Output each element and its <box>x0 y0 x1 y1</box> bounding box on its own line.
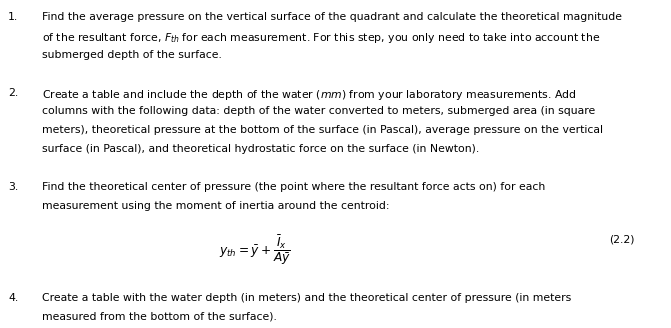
Text: $y_{th} = \bar{y} + \dfrac{\bar{I}_{x}}{A\bar{y}}$: $y_{th} = \bar{y} + \dfrac{\bar{I}_{x}}{… <box>219 234 291 267</box>
Text: columns with the following data: depth of the water converted to meters, submerg: columns with the following data: depth o… <box>42 107 595 116</box>
Text: (2.2): (2.2) <box>609 235 635 244</box>
Text: of the resultant force, $F_{th}$ for each measurement. For this step, you only n: of the resultant force, $F_{th}$ for eac… <box>42 31 601 45</box>
Text: Find the theoretical center of pressure (the point where the resultant force act: Find the theoretical center of pressure … <box>42 182 546 192</box>
Text: 2.: 2. <box>8 88 18 98</box>
Text: submerged depth of the surface.: submerged depth of the surface. <box>42 50 222 59</box>
Text: 4.: 4. <box>8 293 18 303</box>
Text: Find the average pressure on the vertical surface of the quadrant and calculate : Find the average pressure on the vertica… <box>42 12 622 22</box>
Text: surface (in Pascal), and theoretical hydrostatic force on the surface (in Newton: surface (in Pascal), and theoretical hyd… <box>42 144 479 154</box>
Text: measured from the bottom of the surface).: measured from the bottom of the surface)… <box>42 312 277 321</box>
Text: measurement using the moment of inertia around the centroid:: measurement using the moment of inertia … <box>42 201 389 211</box>
Text: 3.: 3. <box>8 182 18 192</box>
Text: meters), theoretical pressure at the bottom of the surface (in Pascal), average : meters), theoretical pressure at the bot… <box>42 125 603 135</box>
Text: Create a table and include the depth of the water ($mm$) from your laboratory me: Create a table and include the depth of … <box>42 88 576 102</box>
Text: 1.: 1. <box>8 12 18 22</box>
Text: Create a table with the water depth (in meters) and the theoretical center of pr: Create a table with the water depth (in … <box>42 293 571 303</box>
